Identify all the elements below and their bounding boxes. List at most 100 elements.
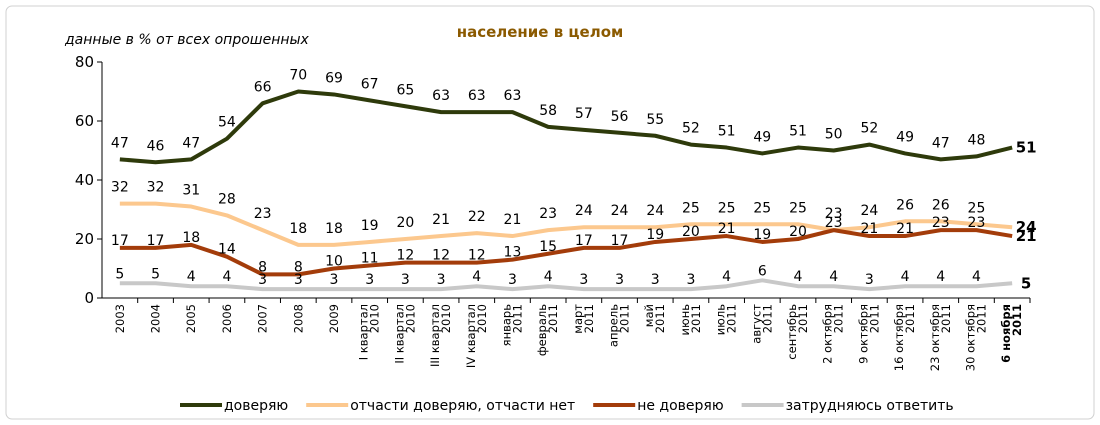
x-tick-label: II квартал2010 (392, 304, 417, 364)
data-label: 21 (718, 221, 736, 237)
data-label: 23 (825, 215, 843, 231)
data-label: 19 (753, 227, 771, 243)
data-label: 47 (111, 135, 129, 151)
data-label: 63 (468, 88, 486, 104)
data-label: 4 (472, 269, 481, 285)
x-tick-label-line: 2011 (760, 304, 774, 333)
data-label: 22 (468, 209, 486, 225)
x-tick-label-line: 16 октября (892, 304, 906, 371)
data-label: 32 (111, 180, 129, 196)
x-tick-label-line: 2010 (475, 304, 489, 333)
x-tick-label: III квартал2010 (428, 304, 453, 367)
y-tick-label: 60 (75, 112, 94, 130)
data-label: 21 (504, 212, 522, 228)
data-label: 3 (258, 272, 267, 288)
data-label: 25 (968, 200, 986, 216)
x-tick-label-line: апрель (607, 304, 621, 347)
x-tick-label: сентябрь2011 (785, 304, 810, 360)
x-tick-label: 2 октября2011 (821, 304, 846, 364)
series-line (119, 228, 1013, 277)
data-label: 3 (579, 272, 588, 288)
data-label: 24 (611, 203, 629, 219)
x-tick-label: 23 октября2011 (928, 304, 953, 371)
data-label: 66 (254, 79, 272, 95)
data-label: 24 (860, 203, 878, 219)
x-tick-label: 2005 (184, 304, 198, 333)
data-label: 3 (686, 272, 695, 288)
data-label: 51 (1016, 139, 1037, 157)
x-tick-label-line: 2011 (903, 304, 917, 333)
data-label: 4 (829, 269, 838, 285)
data-label: 4 (544, 269, 553, 285)
x-tick-label: февраль2011 (535, 304, 560, 356)
data-label: 3 (615, 272, 624, 288)
data-label: 6 (758, 263, 767, 279)
data-label: 65 (396, 82, 414, 98)
data-label: 20 (682, 224, 700, 240)
data-label: 4 (936, 269, 945, 285)
series-line (119, 89, 1013, 165)
data-label: 63 (504, 88, 522, 104)
data-label: 8 (258, 259, 267, 275)
x-tick-label: апрель2011 (607, 304, 632, 347)
data-label: 49 (753, 129, 771, 145)
data-label: 23 (539, 206, 557, 222)
x-tick-label: январь2011 (499, 304, 524, 347)
data-label: 19 (646, 227, 664, 243)
data-label: 11 (361, 251, 379, 267)
data-label: 49 (896, 129, 914, 145)
x-tick-label: I квартал2010 (357, 304, 382, 360)
x-tick-label: май2011 (642, 304, 667, 333)
data-label: 46 (147, 138, 165, 154)
x-tick-label-line: 2011 (832, 304, 846, 333)
data-label: 14 (218, 242, 236, 258)
data-label: 20 (396, 215, 414, 231)
data-label: 19 (361, 218, 379, 234)
data-label: 12 (468, 248, 486, 264)
x-tick-label-line: 2011 (510, 304, 524, 333)
x-tick-label: август2011 (749, 304, 774, 344)
data-label: 23 (968, 215, 986, 231)
data-label: 20 (789, 224, 807, 240)
data-label: 3 (437, 272, 446, 288)
x-tick-label-line: 2010 (403, 304, 417, 333)
data-label: 23 (932, 215, 950, 231)
data-label: 21 (896, 221, 914, 237)
data-label: 31 (182, 183, 200, 199)
x-tick-label: 16 октября2011 (892, 304, 917, 371)
x-tick-label-line: февраль (535, 304, 549, 356)
data-label: 25 (682, 200, 700, 216)
data-label: 26 (896, 197, 914, 213)
x-tick-label-line: 30 октября (963, 304, 977, 371)
data-label: 17 (147, 233, 165, 249)
data-label: 70 (289, 68, 307, 84)
data-label: 51 (718, 124, 736, 140)
x-tick-label: март2011 (571, 304, 596, 334)
x-tick-label-line: 2011 (725, 304, 739, 333)
x-tick-label-line: 2011 (796, 304, 810, 333)
data-label: 3 (365, 272, 374, 288)
x-tick-label: 2003 (113, 304, 127, 333)
legend-label: затрудняюсь ответить (786, 398, 954, 414)
data-label: 17 (111, 233, 129, 249)
y-tick-label: 40 (75, 171, 94, 189)
data-label: 55 (646, 112, 664, 128)
legend-label: не доверяю (637, 398, 724, 414)
x-tick-label: июль2011 (714, 304, 739, 336)
data-label: 21 (860, 221, 878, 237)
data-label: 4 (222, 269, 231, 285)
data-label: 3 (294, 272, 303, 288)
x-tick-label-line: 2011 (867, 304, 881, 333)
data-label: 56 (611, 109, 629, 125)
data-label: 51 (789, 124, 807, 140)
data-label: 8 (294, 259, 303, 275)
x-tick-label-line: 2011 (618, 304, 632, 333)
y-tick-label: 0 (84, 289, 94, 307)
data-label: 25 (753, 200, 771, 216)
data-label: 28 (218, 191, 236, 207)
data-label: 47 (182, 135, 200, 151)
data-label: 32 (147, 180, 165, 196)
series-line (119, 201, 1013, 247)
data-label: 48 (968, 132, 986, 148)
data-label: 4 (972, 269, 981, 285)
